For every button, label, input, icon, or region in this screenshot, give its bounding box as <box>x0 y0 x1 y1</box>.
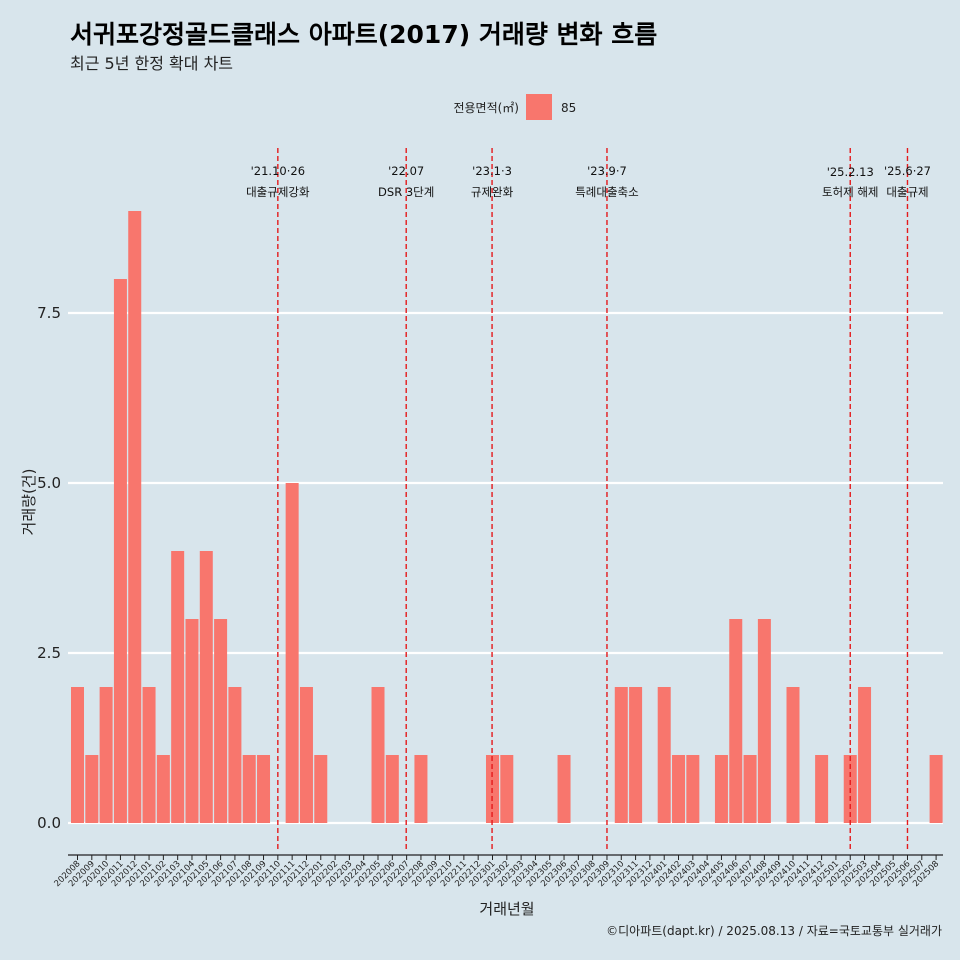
legend-label-85: 85 <box>561 101 576 115</box>
bar-202206 <box>385 755 399 823</box>
bar-202008 <box>71 687 84 823</box>
legend: 전용면적(㎡) 85 <box>453 94 576 120</box>
y-tick-label: 2.5 <box>37 644 61 662</box>
bar-202401 <box>657 687 671 823</box>
bars <box>71 211 943 823</box>
bar-202108 <box>242 755 256 823</box>
annotation-date: '25.6·27 <box>884 164 931 178</box>
bar-202311 <box>629 687 643 823</box>
chart-title: 서귀포강정골드클래스 아파트(2017) 거래량 변화 흐름 <box>70 20 657 49</box>
bar-202405 <box>714 755 728 823</box>
x-axis: 2020082020092020102020112020122021012021… <box>53 854 943 889</box>
annotation-date: '25.2.13 <box>827 165 874 179</box>
annotation-date: '22.07 <box>388 164 424 178</box>
bar-202109 <box>257 755 271 823</box>
bar-202101 <box>142 687 156 823</box>
y-tick-label: 5.0 <box>37 474 61 492</box>
bar-202111 <box>285 483 299 823</box>
bar-202106 <box>214 619 228 823</box>
bar-202011 <box>113 279 127 823</box>
gridlines <box>68 311 943 825</box>
bar-202010 <box>99 687 113 823</box>
annotation-date: '21.10·26 <box>251 164 305 178</box>
y-tick-label: 7.5 <box>37 304 61 322</box>
bar-202104 <box>185 619 199 823</box>
bar-202103 <box>171 551 185 823</box>
bar-202406 <box>729 619 743 823</box>
annotation-lines: '21.10·26 대출규제강화 '22.07 DSR 3단계 '23.1·3 규제완화 '… <box>246 148 931 852</box>
annotation-label: 토허제 해제 <box>822 185 879 199</box>
caption: ©디아파트(dapt.kr) / 2025.08.13 / 자료=국토교통부 실… <box>606 924 942 938</box>
bar-202402 <box>672 755 686 823</box>
annotation-label: DSR 3단계 <box>378 185 434 199</box>
legend-swatch-85 <box>526 94 552 120</box>
bar-202009 <box>85 755 99 823</box>
bar-202102 <box>156 755 170 823</box>
y-axis-title: 거래량(건) <box>20 469 38 536</box>
bar-202112 <box>299 687 313 823</box>
bar-202205 <box>371 687 385 823</box>
bar-202503 <box>858 687 872 823</box>
bar-202407 <box>743 755 757 823</box>
bar-202408 <box>757 619 771 823</box>
bar-202201 <box>314 755 328 823</box>
y-tick-label: 0.0 <box>37 814 61 832</box>
bar-202410 <box>786 687 800 823</box>
bar-202306 <box>557 755 571 823</box>
bar-202012 <box>128 211 142 823</box>
annotation-label: 규제완화 <box>471 185 514 199</box>
bar-202403 <box>686 755 700 823</box>
bar-202107 <box>228 687 242 823</box>
bar-202302 <box>500 755 514 823</box>
bar-202412 <box>815 755 829 823</box>
annotation-label: 대출규제 <box>886 185 928 199</box>
bar-202208 <box>414 755 428 823</box>
annotation-date: '23.9·7 <box>587 164 627 178</box>
annotation-date: '23.1·3 <box>472 164 512 178</box>
annotation-label: 특례대출축소 <box>575 185 638 199</box>
chart-subtitle: 최근 5년 한정 확대 차트 <box>70 54 233 73</box>
annotation-label: 대출규제강화 <box>246 185 310 199</box>
bar-202105 <box>199 551 213 823</box>
legend-title: 전용면적(㎡) <box>453 101 519 115</box>
x-axis-title: 거래년월 <box>479 900 534 918</box>
bar-202508 <box>929 755 943 823</box>
bar-202310 <box>614 687 628 823</box>
y-axis: 0.0 2.5 5.0 7.5 <box>37 304 61 832</box>
